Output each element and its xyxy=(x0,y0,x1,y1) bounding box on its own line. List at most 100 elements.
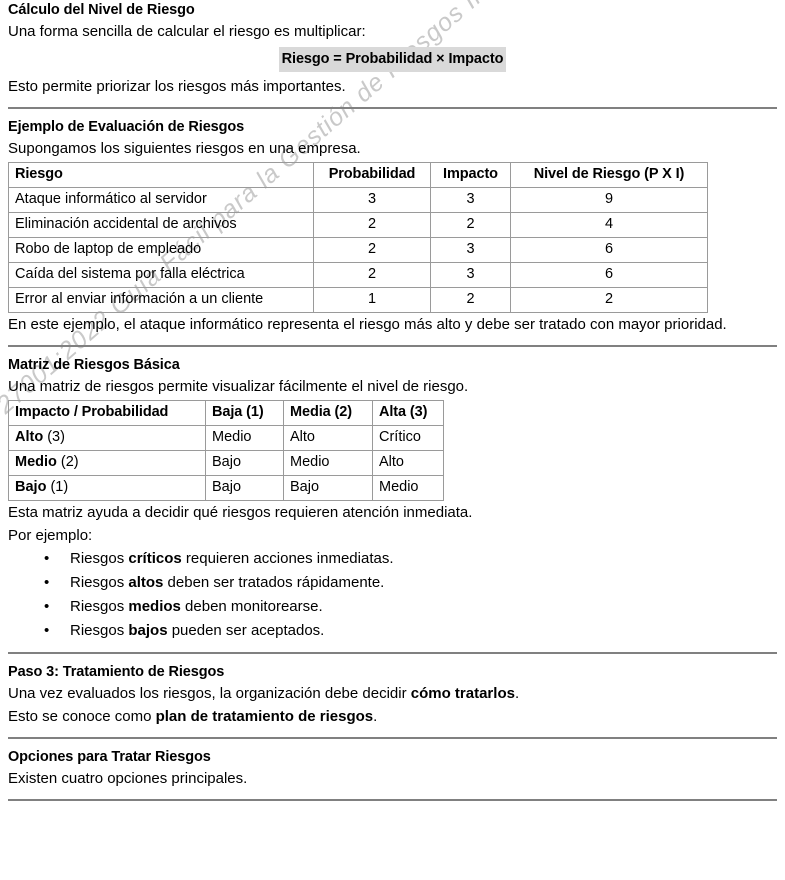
col-header-alta: Alta (3) xyxy=(372,400,444,426)
risk-matrix-table: Impacto / Probabilidad Baja (1) Media (2… xyxy=(8,400,444,501)
section-title-matriz: Matriz de Riesgos Básica xyxy=(8,357,180,373)
cell-probabilidad: 2 xyxy=(313,212,431,238)
bullet-text-pre: Riesgos xyxy=(70,550,129,567)
matrix-row: Alto (3) Medio Alto Crítico xyxy=(8,425,444,451)
calculo-intro-text: Una forma sencilla de calcular el riesgo… xyxy=(8,23,366,40)
bullet-text-pre: Riesgos xyxy=(70,622,129,639)
cell-nivel: 6 xyxy=(510,237,708,263)
matrix-row-label: Alto (3) xyxy=(8,425,206,451)
matrix-row-label-bold: Medio xyxy=(15,454,57,470)
cell-nivel: 2 xyxy=(510,287,708,313)
list-item: Riesgos altos deben ser tratados rápidam… xyxy=(8,571,777,595)
cell-impacto: 3 xyxy=(430,237,511,263)
risk-level-bullet-list: Riesgos críticos requieren acciones inme… xyxy=(8,547,777,643)
section-calculo-nivel-riesgo: Cálculo del Nivel de Riesgo Una forma se… xyxy=(8,0,777,98)
cell-riesgo: Ataque informático al servidor xyxy=(8,187,314,213)
opciones-intro-text: Existen cuatro opciones principales. xyxy=(8,770,248,787)
table-header-row: Riesgo Probabilidad Impacto Nivel de Rie… xyxy=(8,162,708,188)
bullet-text-pre: Riesgos xyxy=(70,574,129,591)
paso3-line2: Esto se conoce como plan de tratamiento … xyxy=(8,705,777,728)
matrix-cell-media: Bajo xyxy=(283,475,373,501)
bullet-text-pre: Riesgos xyxy=(70,598,129,615)
paso3-line1-post: . xyxy=(514,685,520,702)
cell-nivel: 9 xyxy=(510,187,708,213)
matrix-cell-alta: Medio xyxy=(372,475,444,501)
matrix-row-label-rest: (2) xyxy=(56,454,79,470)
matriz-intro-text: Una matriz de riesgos permite visualizar… xyxy=(8,378,469,395)
risk-evaluation-table: Riesgo Probabilidad Impacto Nivel de Rie… xyxy=(8,162,708,313)
cell-probabilidad: 1 xyxy=(313,287,431,313)
matriz-example-lead: Por ejemplo: xyxy=(8,527,93,544)
cell-probabilidad: 2 xyxy=(313,262,431,288)
section-paso3-tratamiento: Paso 3: Tratamiento de Riesgos Una vez e… xyxy=(8,662,777,728)
paso3-line1: Una vez evaluados los riesgos, la organi… xyxy=(8,682,777,705)
col-header-probabilidad: Probabilidad xyxy=(313,162,431,188)
matrix-cell-baja: Medio xyxy=(205,425,284,451)
table-row: Error al enviar información a un cliente… xyxy=(8,287,708,313)
bullet-text-bold: críticos xyxy=(128,550,182,567)
ejemplo-intro-text: Supongamos los siguientes riesgos en una… xyxy=(8,140,361,157)
section-opciones-tratar: Opciones para Tratar Riesgos Existen cua… xyxy=(8,747,777,790)
cell-riesgo: Error al enviar información a un cliente xyxy=(8,287,314,313)
section-divider-4 xyxy=(8,737,777,739)
calculo-closing-text: Esto permite priorizar los riesgos más i… xyxy=(8,78,346,95)
bullet-text-bold: medios xyxy=(128,598,181,615)
matrix-header-row: Impacto / Probabilidad Baja (1) Media (2… xyxy=(8,400,444,426)
formula-container: Riesgo = Probabilidad × Impacto xyxy=(8,47,777,72)
document-page: Cálculo del Nivel de Riesgo Una forma se… xyxy=(0,0,785,801)
matrix-row-label: Medio (2) xyxy=(8,450,206,476)
col-header-impacto-probabilidad: Impacto / Probabilidad xyxy=(8,400,206,426)
matrix-cell-baja: Bajo xyxy=(205,475,284,501)
paso3-line2-pre: Esto se conoce como xyxy=(8,708,156,725)
list-item: Riesgos medios deben monitorearse. xyxy=(8,595,777,619)
col-header-baja: Baja (1) xyxy=(205,400,284,426)
matrix-cell-baja: Bajo xyxy=(205,450,284,476)
section-divider-3 xyxy=(8,652,777,654)
section-title-ejemplo: Ejemplo de Evaluación de Riesgos xyxy=(8,119,245,135)
bullet-text-post: pueden ser aceptados. xyxy=(167,622,325,639)
col-header-nivel-riesgo: Nivel de Riesgo (P X I) xyxy=(510,162,708,188)
matrix-row: Medio (2) Bajo Medio Alto xyxy=(8,450,444,476)
matrix-cell-alta: Crítico xyxy=(372,425,444,451)
cell-nivel: 4 xyxy=(510,212,708,238)
matrix-row-label: Bajo (1) xyxy=(8,475,206,501)
matrix-row: Bajo (1) Bajo Bajo Medio xyxy=(8,475,444,501)
matriz-after-table-text: Esta matriz ayuda a decidir qué riesgos … xyxy=(8,504,473,521)
cell-nivel: 6 xyxy=(510,262,708,288)
cell-riesgo: Robo de laptop de empleado xyxy=(8,237,314,263)
section-divider-1 xyxy=(8,107,777,109)
table-row: Robo de laptop de empleado 2 3 6 xyxy=(8,237,708,263)
section-title-paso3: Paso 3: Tratamiento de Riesgos xyxy=(8,664,225,680)
bullet-text-post: deben ser tratados rápidamente. xyxy=(163,574,385,591)
section-title-calculo: Cálculo del Nivel de Riesgo xyxy=(8,2,195,18)
col-header-riesgo: Riesgo xyxy=(8,162,314,188)
list-item: Riesgos bajos pueden ser aceptados. xyxy=(8,619,777,643)
cell-impacto: 3 xyxy=(430,187,511,213)
matrix-row-label-bold: Bajo xyxy=(15,479,47,495)
bullet-text-bold: bajos xyxy=(128,622,168,639)
cell-probabilidad: 2 xyxy=(313,237,431,263)
matrix-row-label-rest: (1) xyxy=(46,479,69,495)
matrix-cell-alta: Alto xyxy=(372,450,444,476)
section-title-opciones: Opciones para Tratar Riesgos xyxy=(8,749,211,765)
section-matriz-riesgos: Matriz de Riesgos Básica Una matriz de r… xyxy=(8,355,777,643)
paso3-line2-bold: plan de tratamiento de riesgos xyxy=(155,708,374,725)
matrix-row-label-bold: Alto xyxy=(15,429,44,445)
section-divider-5 xyxy=(8,799,777,801)
bullet-text-post: requieren acciones inmediatas. xyxy=(181,550,394,567)
risk-formula: Riesgo = Probabilidad × Impacto xyxy=(278,47,507,72)
col-header-impacto: Impacto xyxy=(430,162,511,188)
paso3-line1-bold: cómo tratarlos xyxy=(410,685,515,702)
cell-impacto: 2 xyxy=(430,287,511,313)
cell-riesgo: Caída del sistema por falla eléctrica xyxy=(8,262,314,288)
col-header-media: Media (2) xyxy=(283,400,373,426)
bullet-text-bold: altos xyxy=(128,574,164,591)
paso3-line2-post: . xyxy=(373,708,378,725)
cell-impacto: 2 xyxy=(430,212,511,238)
matrix-cell-media: Alto xyxy=(283,425,373,451)
matrix-cell-media: Medio xyxy=(283,450,373,476)
cell-probabilidad: 3 xyxy=(313,187,431,213)
paso3-line1-pre: Una vez evaluados los riesgos, la organi… xyxy=(8,685,411,702)
cell-riesgo: Eliminación accidental de archivos xyxy=(8,212,314,238)
section-divider-2 xyxy=(8,345,777,347)
